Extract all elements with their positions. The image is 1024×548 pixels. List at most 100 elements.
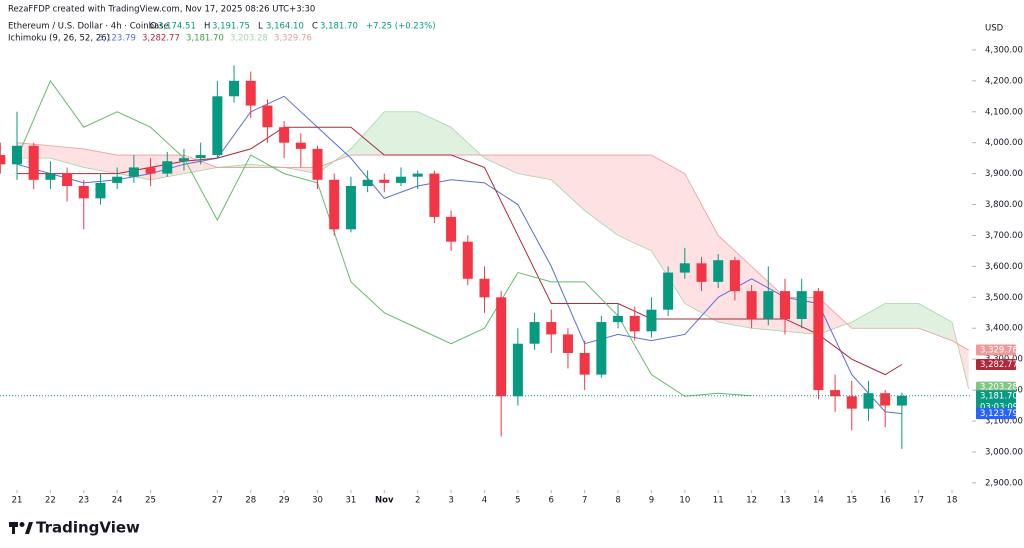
credit: RezaFFDP created with TradingView.com, N… [8, 5, 315, 15]
price-tag-label: 3,329.76 [980, 345, 1018, 355]
x-tick-label: 25 [145, 496, 156, 506]
y-tick-label: 3,000.00 [985, 447, 1023, 457]
candle-body [813, 291, 824, 391]
candle-body [95, 182, 106, 199]
candle-body [880, 393, 891, 406]
y-tick-label: 2,900.00 [985, 478, 1023, 488]
price-tag [976, 381, 1016, 393]
x-tick-label: 31 [345, 496, 356, 506]
price-tag-label: 3,123.79 [980, 409, 1018, 419]
y-tick-label: 4,100.00 [985, 107, 1023, 117]
candle-body [0, 155, 6, 165]
candle-body [546, 322, 557, 335]
y-tick-label: 4,200.00 [985, 76, 1023, 86]
symbol: Ethereum / U.S. Dollar · 4h · Coinbase [8, 22, 169, 32]
price-tag [976, 359, 1016, 371]
candle-body [779, 291, 791, 319]
x-tick-label: 30 [312, 496, 323, 506]
price-tag-label: 3,282.77 [980, 360, 1018, 370]
candle-body [746, 291, 757, 319]
cloud-segment [551, 155, 585, 211]
cloud-segment [384, 111, 418, 156]
candle-body [279, 127, 290, 143]
countdown: 03:03:09 [980, 402, 1018, 412]
cloud-segment [851, 303, 886, 329]
y-tick-label: 3,100.00 [985, 417, 1023, 427]
indicator-value: 3,203.28 [230, 34, 268, 44]
candle-body [713, 260, 724, 282]
x-tick-label: 28 [245, 496, 256, 506]
cloud-segment [50, 145, 84, 168]
x-tick-label: 17 [913, 496, 924, 506]
ohlc-value: 3,164.10 [266, 22, 304, 32]
x-tick-label: 3 [448, 496, 453, 506]
x-tick-label: 22 [45, 496, 56, 506]
price-tag-label: 3,203.28 [980, 383, 1018, 393]
candle-body [245, 80, 256, 106]
ohlc-key: H [204, 22, 210, 32]
candle-body [162, 161, 173, 174]
indicator-value: 3,123.79 [98, 34, 136, 44]
cloud-segment [651, 155, 685, 304]
x-tick-label: 23 [78, 496, 89, 506]
candle-body [529, 322, 540, 344]
candle-body [178, 158, 189, 162]
candle-body [613, 315, 624, 323]
candle-body [112, 176, 123, 183]
x-tick-label: Nov [375, 496, 394, 506]
ohlc-key: O [150, 22, 157, 32]
indicator-value: 3,282.77 [142, 34, 180, 44]
cloud-segment [885, 303, 919, 329]
cloud-segment [417, 111, 452, 156]
candle-body [663, 272, 674, 310]
x-tick-label: 18 [947, 496, 958, 506]
x-tick-label: 4 [482, 496, 487, 506]
candle-body [78, 185, 89, 199]
x-tick-label: 15 [846, 496, 857, 506]
candle-body [479, 278, 490, 298]
candle-body [646, 309, 657, 332]
x-tick-label: 11 [713, 496, 724, 506]
price-tag [976, 344, 1016, 356]
logo-icon [9, 522, 33, 534]
candle-body [45, 173, 56, 180]
x-tick-label: 13 [780, 496, 791, 506]
x-tick-label: 27 [212, 496, 223, 506]
change: +7.25 (+0.23%) [366, 22, 436, 32]
y-tick-label: 4,300.00 [985, 45, 1023, 55]
candle-body [412, 173, 423, 177]
indicator-value: 3,181.70 [186, 34, 224, 44]
candle-body [295, 142, 306, 149]
x-tick-label: 9 [649, 496, 654, 506]
price-tag [976, 408, 1016, 420]
candle-body [729, 260, 740, 292]
candle-body [629, 315, 640, 332]
candle-body [496, 297, 507, 397]
y-tick-label: 3,400.00 [985, 324, 1023, 334]
candle-body [896, 395, 907, 406]
candle-body [329, 179, 340, 230]
y-tick-label: 3,700.00 [985, 231, 1023, 241]
candle-body [863, 393, 874, 409]
candle-body [128, 167, 139, 177]
cloud-segment [350, 111, 385, 156]
candle-body [62, 173, 73, 186]
candle-body [28, 145, 39, 180]
currency: USD [985, 24, 1004, 34]
candle-body [763, 291, 774, 319]
candle-body [462, 241, 473, 279]
ohlc-key: C [312, 22, 318, 32]
candle-body [596, 322, 607, 375]
candle-body [379, 179, 390, 183]
candle-body [312, 148, 323, 180]
y-tick-label: 3,600.00 [985, 262, 1023, 272]
ohlc-value: 3,191.75 [212, 22, 250, 32]
candle-body [345, 185, 356, 230]
x-tick-label: 24 [112, 496, 123, 506]
y-tick-label: 3,900.00 [985, 169, 1023, 179]
x-tick-label: 12 [746, 496, 757, 506]
candle-body [212, 96, 223, 156]
y-tick-label: 3,500.00 [985, 293, 1023, 303]
cloud-segment [918, 303, 952, 341]
candle-body [679, 263, 690, 273]
